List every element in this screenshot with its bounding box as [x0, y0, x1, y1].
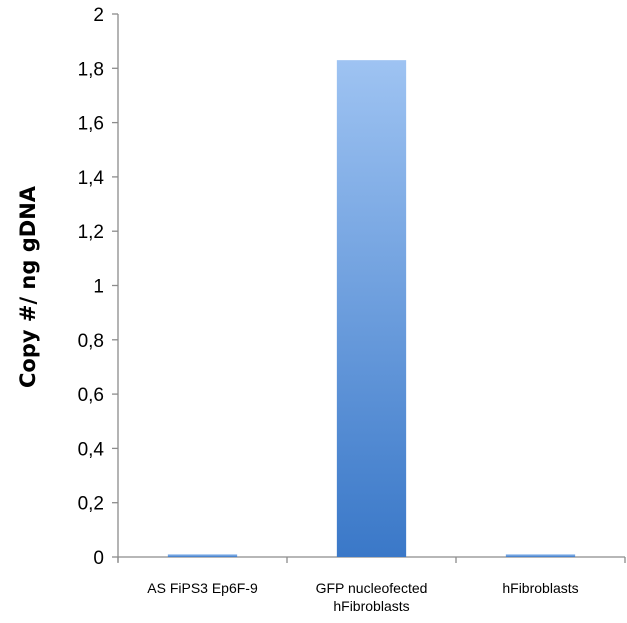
y-tick-label: 1,8 [78, 59, 104, 80]
bar [336, 60, 407, 557]
y-tick-label: 0,8 [78, 331, 104, 352]
x-category-label: AS FiPS3 Ep6F-9 [147, 580, 258, 596]
y-tick-label: 1 [93, 277, 104, 298]
bars [167, 60, 576, 557]
y-tick-label: 1,2 [78, 222, 104, 243]
bar [167, 554, 238, 557]
y-tick-label: 1,6 [78, 114, 104, 135]
y-tick-label: 0,2 [78, 494, 104, 515]
y-axis-label: Copy #/ ng gDNA [16, 185, 40, 388]
x-category-labels: AS FiPS3 Ep6F-9 GFP nucleofected hFibrobla… [147, 580, 578, 614]
y-tick-label: 1,4 [78, 168, 105, 189]
bar [505, 554, 576, 557]
x-category-label: hFibroblasts [502, 580, 578, 596]
y-tick-label: 0,4 [78, 439, 105, 460]
y-tick-label: 0,6 [78, 385, 104, 406]
y-tick-label: 2 [93, 5, 104, 26]
y-tick-label: 0 [93, 548, 104, 569]
y-tick-labels: 0 0,2 0,4 0,6 0,8 1 1,2 1,4 1,6 1,8 2 [78, 5, 105, 569]
x-category-label: GFP nucleofected hFibroblasts [316, 580, 428, 614]
